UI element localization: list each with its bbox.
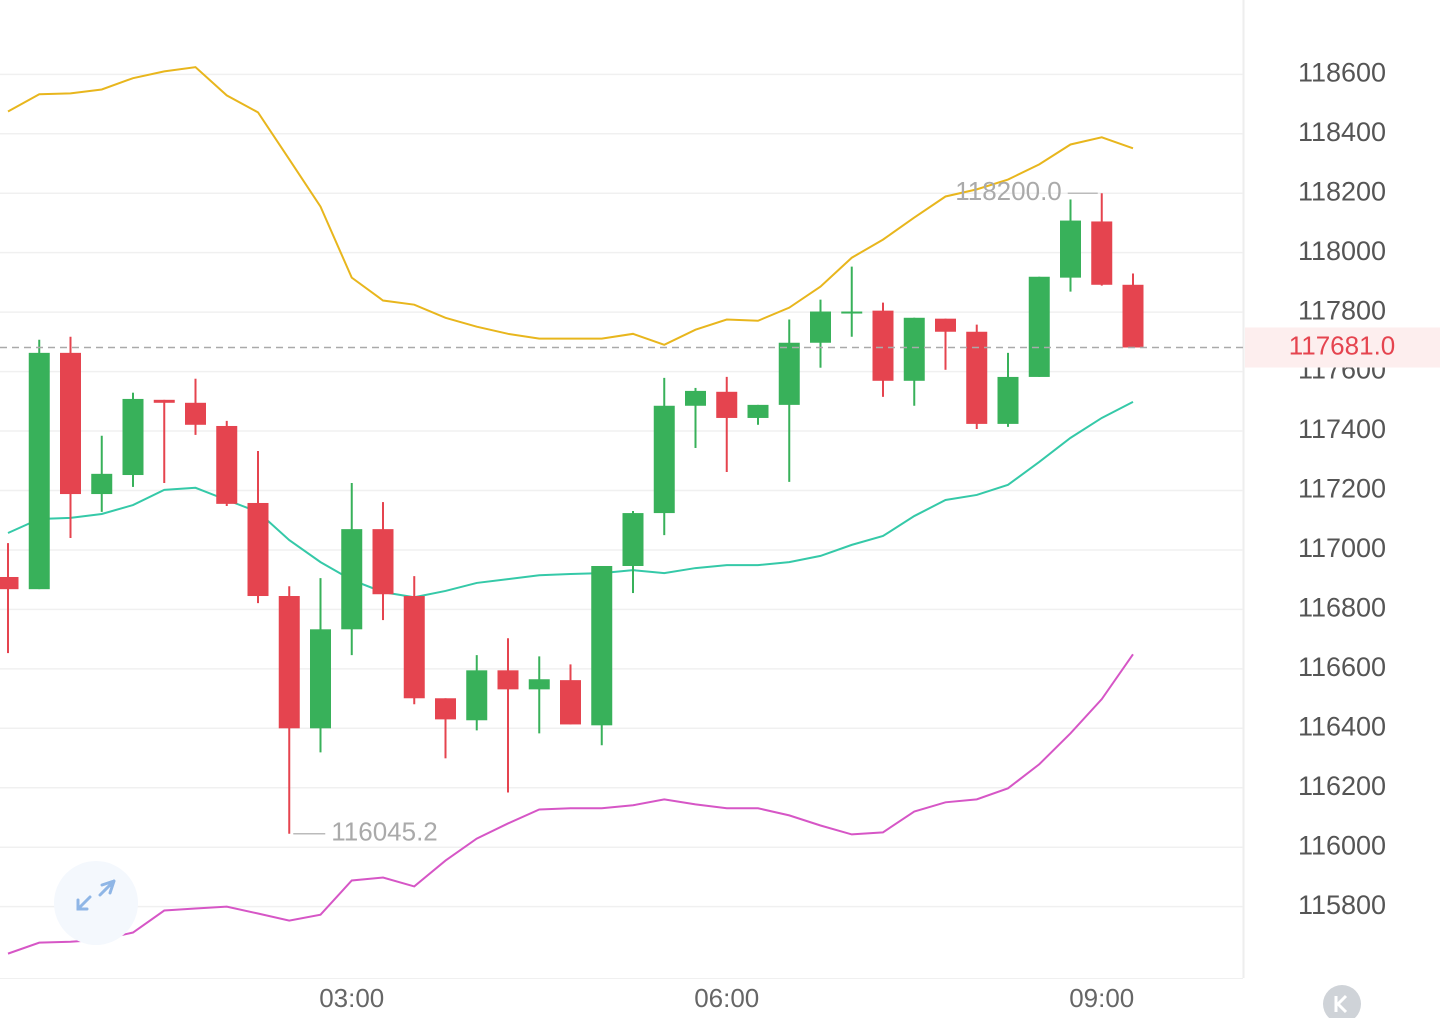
expand-button[interactable] (54, 861, 138, 945)
candle-body (60, 352, 81, 495)
k-button[interactable] (1323, 985, 1361, 1018)
candle-body (935, 318, 956, 332)
y-tick-label: 117000 (1298, 533, 1386, 563)
candle-body (622, 513, 644, 566)
y-tick-label: 117400 (1298, 414, 1386, 444)
candle-body (997, 376, 1019, 424)
candle-body (497, 670, 519, 690)
candle-body (1028, 276, 1050, 377)
candle-body (778, 342, 800, 405)
y-tick-label: 118400 (1298, 117, 1386, 147)
candle-body (1122, 284, 1144, 348)
last-price-label: 117681.0 (1289, 330, 1396, 360)
candle-body (466, 670, 488, 721)
y-tick-label: 115800 (1298, 890, 1386, 920)
labels: 115800 116000 116200 116400 116600 116800 1170… (0, 57, 1440, 1013)
candle-body (1091, 221, 1113, 285)
y-tick-label: 118200 (1298, 176, 1386, 206)
band-line (7, 66, 1134, 346)
y-tick-label: 117200 (1298, 474, 1386, 504)
candle-body (591, 565, 613, 726)
low-label: 116045.2 (331, 817, 438, 847)
last-price-tag (1245, 327, 1440, 368)
candle-body (435, 698, 456, 720)
y-tick-label: 118000 (1298, 236, 1386, 266)
candle-body (403, 596, 425, 699)
band-line (7, 653, 1134, 955)
candle-body (560, 680, 581, 725)
candle-body (185, 402, 206, 425)
candle-body (966, 331, 988, 424)
y-tick-label: 118600 (1298, 57, 1386, 87)
bands (7, 66, 1134, 955)
candle-body (0, 576, 19, 590)
candle-body (1060, 220, 1081, 278)
x-tick-label: 03:00 (319, 983, 384, 1013)
candle-body (216, 425, 238, 504)
y-tick-label: 117800 (1298, 295, 1386, 325)
candle-body (341, 529, 363, 630)
candle-body (903, 317, 925, 381)
candle-body (153, 399, 175, 403)
x-tick-label: 06:00 (694, 983, 759, 1013)
candle-body (372, 529, 394, 595)
candle-body (872, 310, 894, 381)
candle-body (278, 596, 300, 729)
candle-body (91, 473, 113, 495)
candle-body (841, 311, 863, 314)
y-tick-label: 116000 (1298, 830, 1386, 860)
candle-body (528, 679, 550, 690)
candle-body (810, 311, 831, 343)
candles (0, 193, 1144, 834)
y-tick-label: 116800 (1298, 593, 1386, 623)
y-tick-label: 116600 (1298, 652, 1386, 682)
band-line (7, 401, 1134, 599)
y-tick-label: 116200 (1298, 771, 1386, 801)
y-tick-label: 116400 (1298, 711, 1386, 741)
candle-body (747, 404, 769, 418)
candle-body (122, 398, 144, 476)
x-tick-label: 09:00 (1069, 983, 1134, 1013)
candle-body (685, 390, 706, 406)
candle-body (716, 391, 738, 418)
candle-body (247, 502, 269, 597)
candle-body (28, 352, 50, 590)
high-label: 118200.0 (955, 176, 1062, 206)
candle-body (653, 405, 675, 514)
candle-body (310, 629, 331, 729)
